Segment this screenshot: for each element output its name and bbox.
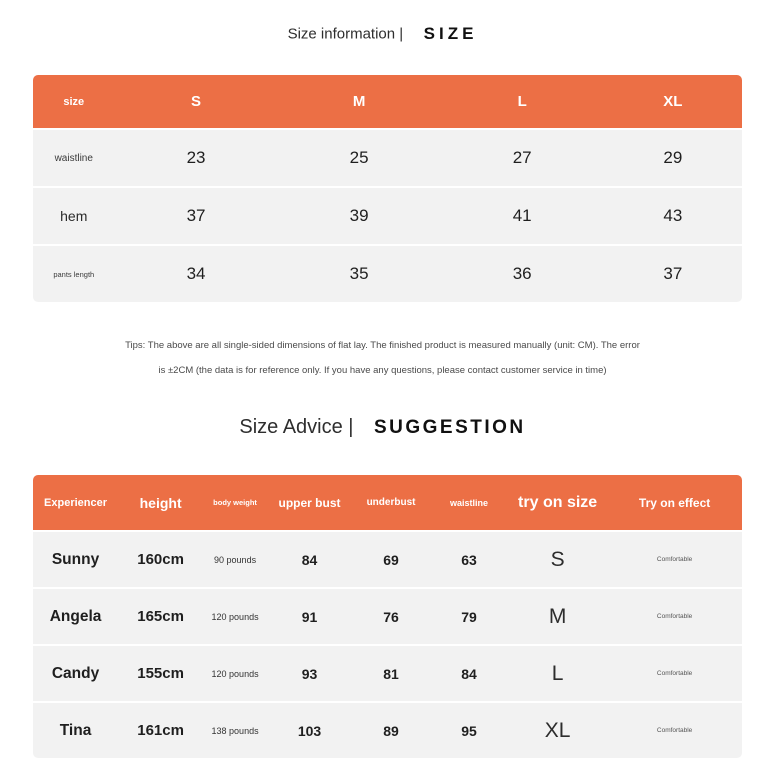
- try-on-size-value: L: [551, 661, 564, 685]
- try-on-effect-value: Comfortable: [656, 727, 693, 734]
- experiencer-name: Angela: [49, 607, 102, 625]
- try-on-effect-value: Comfortable: [656, 556, 693, 563]
- size-advice-heading: Size Advice | SUGGESTION: [0, 416, 765, 439]
- size-advice-heading-label: Size Advice |: [239, 416, 354, 438]
- header-try-on-size: try on size: [518, 493, 598, 511]
- table-cell: 120 pounds: [211, 611, 259, 622]
- header-body-weight: body weight: [213, 498, 257, 507]
- try-on-size-value: S: [550, 547, 565, 571]
- suggestion-table: Experiencer height body weight upper bus…: [33, 475, 742, 758]
- suggestion-row-tina: Tina 161cm 138 pounds 103 89 95 XL Comfo…: [33, 703, 742, 758]
- table-cell: 36: [512, 264, 532, 283]
- try-on-effect-value: Comfortable: [656, 613, 693, 620]
- size-table-header-l: L: [517, 93, 527, 110]
- table-cell: 160cm: [137, 551, 184, 568]
- size-advice-heading-title: SUGGESTION: [373, 416, 526, 438]
- table-cell: 63: [461, 551, 477, 568]
- table-cell: 39: [349, 206, 369, 225]
- try-on-effect-value: Comfortable: [656, 670, 693, 677]
- table-cell: 81: [383, 665, 399, 682]
- row-label: pants length: [53, 269, 95, 279]
- experiencer-name: Tina: [59, 721, 92, 739]
- table-cell: 43: [663, 206, 683, 225]
- table-cell: 41: [512, 206, 532, 225]
- table-cell: 91: [301, 608, 318, 625]
- table-cell: 90 pounds: [214, 554, 257, 565]
- table-cell: 161cm: [137, 722, 184, 739]
- header-upper-bust: upper bust: [278, 495, 341, 510]
- table-cell: 34: [186, 264, 206, 283]
- suggestion-row-angela: Angela 165cm 120 pounds 91 76 79 M Comfo…: [33, 589, 742, 644]
- size-table: size S M L XL waistline 23 25 27 29 hem …: [33, 75, 742, 302]
- table-cell: 25: [349, 148, 369, 167]
- table-cell: 76: [383, 608, 399, 625]
- table-cell: 138 pounds: [211, 725, 259, 736]
- table-cell: 37: [186, 206, 206, 225]
- table-cell: 84: [461, 665, 477, 682]
- size-information-heading: Size information | SIZE: [0, 24, 765, 44]
- size-table-header-size: size: [63, 95, 85, 108]
- size-information-heading-label: Size information |: [287, 25, 404, 43]
- header-try-on-effect: Try on effect: [638, 495, 711, 510]
- experiencer-name: Candy: [51, 664, 100, 682]
- header-experiencer: Experiencer: [44, 496, 108, 509]
- table-cell: 165cm: [137, 608, 184, 625]
- table-cell: 35: [349, 264, 369, 283]
- size-table-row-pants-length: pants length 34 35 36 37: [33, 246, 742, 302]
- header-underbust: underbust: [366, 497, 416, 508]
- row-label: hem: [60, 208, 88, 224]
- tips-line-2: is ±2CM (the data is for reference only.…: [158, 365, 607, 376]
- table-cell: 29: [663, 148, 683, 167]
- row-label: waistline: [54, 152, 93, 164]
- suggestion-row-candy: Candy 155cm 120 pounds 93 81 84 L Comfor…: [33, 646, 742, 701]
- size-table-header-row: size S M L XL: [33, 75, 742, 128]
- table-cell: 69: [383, 551, 399, 568]
- table-cell: 120 pounds: [211, 668, 259, 679]
- table-cell: 27: [512, 148, 532, 167]
- tips-line-1: Tips: The above are all single-sided dim…: [125, 340, 640, 351]
- header-waistline: waistline: [450, 497, 489, 508]
- size-table-row-hem: hem 37 39 41 43: [33, 188, 742, 244]
- suggestion-row-sunny: Sunny 160cm 90 pounds 84 69 63 S Comfort…: [33, 532, 742, 587]
- suggestion-table-header-row: Experiencer height body weight upper bus…: [33, 475, 742, 530]
- try-on-size-value: M: [548, 604, 567, 628]
- table-cell: 23: [186, 148, 206, 167]
- size-table-header-xl: XL: [663, 93, 683, 110]
- table-cell: 84: [301, 551, 318, 568]
- try-on-size-value: XL: [544, 718, 571, 742]
- header-height: height: [139, 494, 182, 511]
- table-cell: 89: [383, 722, 399, 739]
- size-table-header-s: S: [191, 93, 202, 110]
- table-cell: 37: [663, 264, 683, 283]
- experiencer-name: Sunny: [51, 550, 100, 568]
- table-cell: 95: [461, 722, 477, 739]
- table-cell: 79: [461, 608, 477, 625]
- tips-note: Tips: The above are all single-sided dim…: [0, 333, 765, 383]
- table-cell: 93: [301, 665, 318, 682]
- table-cell: 103: [297, 722, 322, 739]
- table-cell: 155cm: [137, 665, 184, 682]
- size-information-heading-title: SIZE: [423, 24, 478, 43]
- size-table-row-waistline: waistline 23 25 27 29: [33, 130, 742, 186]
- size-table-header-m: M: [352, 93, 366, 110]
